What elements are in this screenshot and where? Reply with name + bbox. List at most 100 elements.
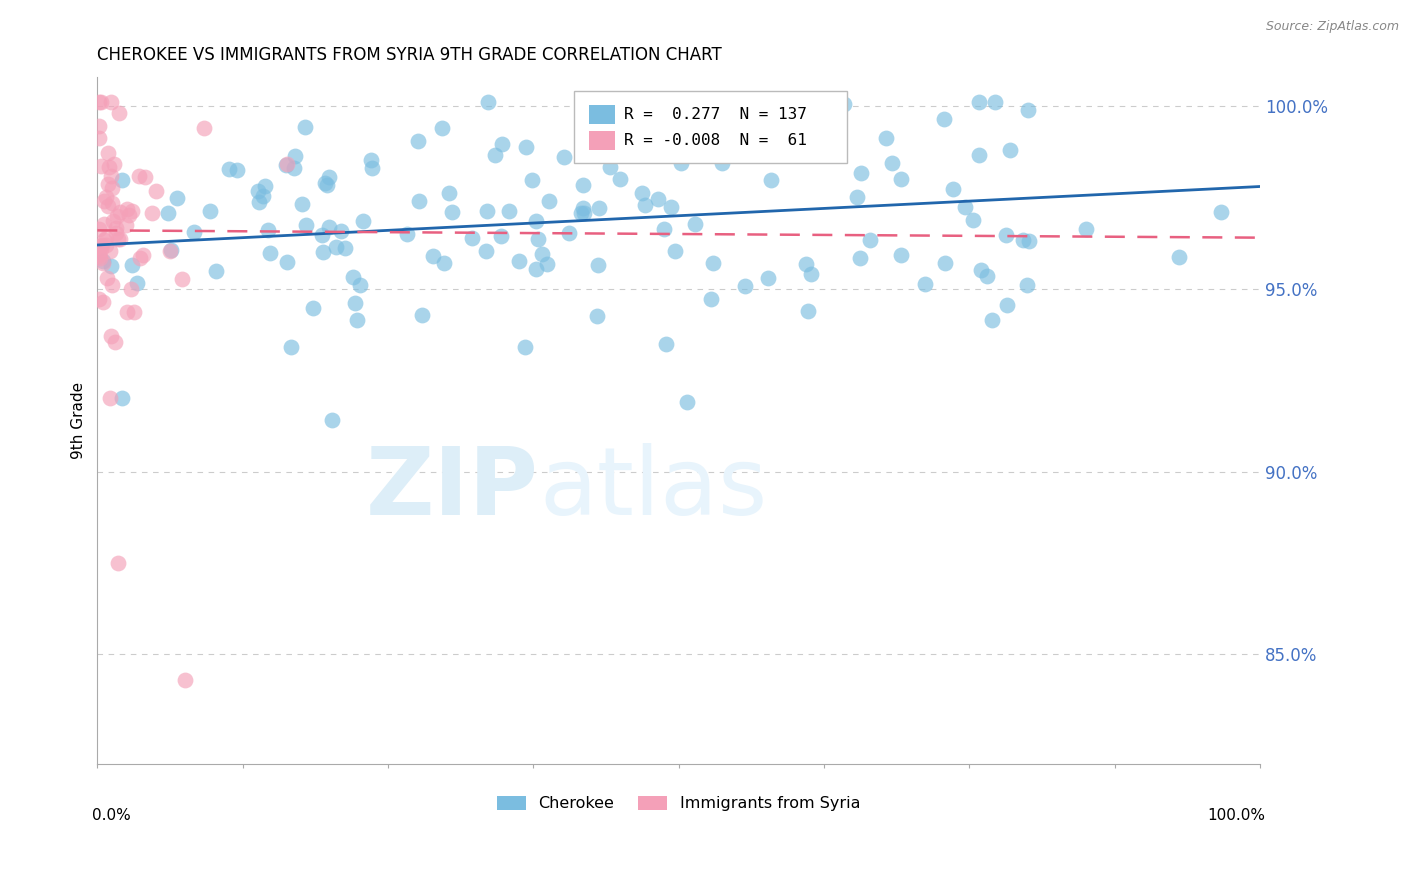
Point — [934, 256, 956, 270]
Point — [100, 392, 122, 406]
Point — [721, 119, 744, 133]
Point — [325, 239, 347, 253]
Point — [498, 204, 520, 219]
Point — [330, 224, 353, 238]
Text: R =  0.277  N = 137: R = 0.277 N = 137 — [624, 107, 807, 122]
FancyBboxPatch shape — [574, 91, 848, 162]
Point — [101, 213, 124, 227]
Point — [316, 178, 339, 193]
Text: Source: ZipAtlas.com: Source: ZipAtlas.com — [1265, 20, 1399, 33]
Point — [536, 257, 558, 271]
Point — [111, 173, 134, 187]
Point — [218, 161, 240, 176]
Point — [97, 145, 120, 160]
Point — [205, 264, 228, 278]
Point — [132, 248, 155, 262]
Point — [311, 228, 333, 243]
Point — [970, 263, 993, 277]
Point — [553, 149, 575, 163]
Point — [166, 191, 188, 205]
Point — [312, 245, 335, 260]
Point — [634, 198, 657, 212]
Point — [352, 214, 374, 228]
Point — [655, 337, 678, 351]
Point — [508, 253, 530, 268]
Point — [90, 238, 112, 252]
Text: CHEROKEE VS IMMIGRANTS FROM SYRIA 9TH GRADE CORRELATION CHART: CHEROKEE VS IMMIGRANTS FROM SYRIA 9TH GR… — [97, 46, 723, 64]
Point — [129, 251, 152, 265]
Point — [360, 153, 382, 168]
Point — [90, 242, 112, 256]
Point — [520, 173, 543, 187]
Point — [700, 292, 723, 306]
Point — [90, 159, 112, 173]
Point — [846, 190, 869, 204]
Point — [346, 313, 368, 327]
Point — [96, 190, 118, 204]
Point — [406, 135, 429, 149]
Point — [647, 192, 669, 206]
Point — [683, 217, 706, 231]
Point — [572, 202, 595, 216]
Point — [198, 203, 221, 218]
Point — [524, 214, 547, 228]
Point — [998, 143, 1021, 157]
Point — [247, 194, 270, 209]
Point — [97, 198, 120, 212]
Point — [115, 305, 138, 319]
Point — [437, 186, 460, 200]
Point — [1167, 251, 1189, 265]
Point — [87, 131, 110, 145]
Point — [430, 121, 453, 136]
Point — [91, 294, 114, 309]
Point — [875, 130, 897, 145]
Point — [652, 221, 675, 235]
Point — [411, 308, 433, 322]
Point — [461, 231, 484, 245]
Point — [108, 106, 131, 120]
Point — [314, 176, 336, 190]
Point — [103, 334, 125, 349]
Point — [433, 256, 456, 270]
Point — [87, 222, 110, 236]
Point — [1211, 205, 1233, 219]
Point — [558, 226, 581, 240]
Point — [87, 119, 110, 133]
Point — [276, 255, 298, 269]
Point — [160, 243, 183, 257]
Point — [108, 204, 131, 219]
Text: atlas: atlas — [538, 443, 768, 535]
Point — [252, 189, 274, 203]
Point — [173, 673, 195, 687]
Point — [967, 148, 990, 162]
Point — [475, 203, 498, 218]
Point — [89, 251, 111, 265]
Text: R = -0.008  N =  61: R = -0.008 N = 61 — [624, 133, 807, 148]
Point — [87, 292, 110, 306]
Point — [527, 232, 550, 246]
Point — [572, 178, 595, 192]
Point — [955, 200, 977, 214]
Point — [441, 204, 464, 219]
Point — [859, 233, 882, 247]
Point — [995, 298, 1018, 312]
Y-axis label: 9th Grade: 9th Grade — [72, 382, 86, 458]
Point — [183, 225, 205, 239]
Point — [291, 196, 314, 211]
Point — [121, 203, 143, 218]
Point — [967, 95, 990, 110]
Point — [103, 157, 125, 171]
Point — [98, 161, 121, 175]
Point — [1012, 234, 1035, 248]
Point — [134, 170, 156, 185]
Point — [333, 241, 356, 255]
Point — [114, 218, 136, 232]
Point — [609, 172, 631, 186]
Point — [475, 244, 498, 258]
Point — [91, 255, 114, 269]
Point — [524, 261, 547, 276]
Point — [574, 205, 596, 219]
Point — [125, 277, 148, 291]
Point — [1017, 103, 1039, 118]
Text: 0.0%: 0.0% — [91, 808, 131, 823]
